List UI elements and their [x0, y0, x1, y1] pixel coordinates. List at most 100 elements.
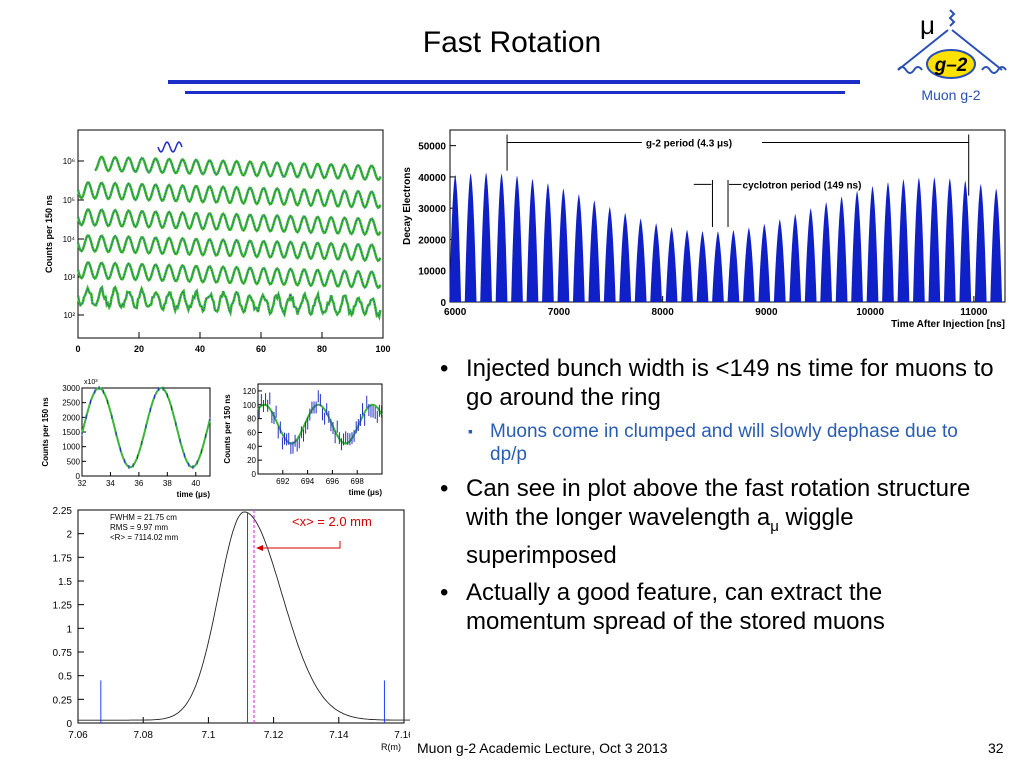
cyclotron-label: cyclotron period (149 ns)	[743, 180, 862, 191]
y-tick-label: 50000	[418, 142, 446, 153]
y-tick-label: 10⁶	[63, 157, 75, 166]
x-tick-label: 694	[301, 477, 315, 486]
x-tick-label: 100	[375, 344, 390, 354]
y-tick-label: 3000	[62, 384, 80, 393]
wiggle-stack-chart: 0 20 40 60 80 100 10² 10³ 10⁴ 10⁵ 10⁶ Counts per 15…	[40, 125, 395, 360]
x-tick-label: 11000	[960, 307, 988, 318]
x-tick-label: 38	[163, 479, 172, 488]
x-tick-label: 0	[75, 344, 80, 354]
y-tick-label: 10²	[63, 311, 75, 320]
y-tick-label: 1.25	[53, 601, 73, 612]
x-tick-label: 7.12	[264, 730, 284, 741]
x-tick-label: 6000	[444, 307, 467, 318]
y-tick-label: 2	[66, 530, 72, 541]
y-tick-label: 1500	[62, 428, 80, 437]
plot-frame	[82, 388, 210, 476]
logo-wave-left-icon	[898, 67, 922, 73]
x-tick-label: 20	[134, 344, 144, 354]
y-tick-label: 20	[247, 456, 256, 465]
x-tick-label: 60	[256, 344, 266, 354]
x-tick-label: 696	[326, 477, 340, 486]
title-underline-top	[168, 80, 860, 84]
x-tick-label: 7000	[548, 307, 571, 318]
y-tick-label: 20000	[418, 235, 446, 246]
y-axis-label: Counts per 150 ns	[41, 397, 50, 467]
x-axis-label: time (μs)	[177, 490, 211, 499]
wiggle-zoom-early-chart: 32 34 36 38 40050010001500200025003000x10³ti…	[40, 370, 218, 500]
y-tick-label: 1.5	[58, 577, 72, 588]
fast-rotation-chart: 6000 7000 8000 9000 10000 11000 0 10000 20000 300…	[398, 122, 1010, 335]
muon-g2-logo: μ g–2 Muon g-2	[890, 8, 1015, 108]
y-axis-label: Counts per 150 ns	[44, 195, 54, 273]
x-tick-label: 40	[195, 344, 205, 354]
x-tick-label: 7.16	[394, 730, 410, 741]
radial-distribution-chart: 7.06 7.08 7.1 7.12 7.14 7.16 0 0.25 0.5 0.75 1 1.25…	[40, 500, 410, 755]
y-tick-label: 0.5	[58, 672, 72, 683]
x-tick-label: 692	[276, 477, 290, 486]
x-axis-label: Time After Injection [ns]	[891, 319, 1005, 330]
x-tick-label: 7.08	[133, 730, 153, 741]
logo-badge-text: g–2	[934, 55, 968, 76]
y-tick-label: 80	[247, 415, 256, 424]
logo-wave-right-icon	[982, 67, 1006, 73]
stat-line: <R> = 7114.02 mm	[110, 533, 178, 542]
y-tick-label: 0.25	[53, 695, 73, 706]
y-tick-label: 120	[243, 387, 257, 396]
y-tick-label: 1.75	[53, 553, 73, 564]
page-number: 32	[988, 740, 1004, 756]
y-tick-label: 1000	[62, 443, 80, 452]
stat-line: RMS = 9.97 mm	[110, 523, 168, 532]
x-tick-label: 10000	[856, 307, 884, 318]
footer-text: Muon g-2 Academic Lecture, Oct 3 2013	[417, 740, 668, 756]
y-axis-label: Counts per 150 ns	[223, 394, 232, 464]
x-tick-label: 80	[317, 344, 327, 354]
y-tick-label: 10⁴	[63, 235, 76, 244]
bullet-2-text: Can see in plot above the fast rotation …	[466, 475, 970, 531]
x-tick-label: 34	[106, 479, 115, 488]
y-tick-label: 40000	[418, 173, 446, 184]
x-axis-label: R(m)	[381, 742, 401, 752]
x-tick-label: 8000	[652, 307, 675, 318]
y-tick-label: 1	[66, 624, 72, 635]
page-title: Fast Rotation	[0, 26, 1024, 60]
multiplier-label: x10³	[84, 379, 98, 386]
y-tick-label: 500	[67, 457, 81, 466]
stat-line: FWHM = 21.75 cm	[110, 513, 177, 522]
logo-label: Muon g-2	[921, 87, 980, 103]
sub-bullet-1: Muons come in clumped and will slowly de…	[440, 420, 1000, 466]
x-tick-label: 7.14	[329, 730, 349, 741]
x-tick-label: 40	[191, 479, 200, 488]
y-tick-label: 0.75	[53, 648, 73, 659]
logo-mu: μ	[920, 10, 935, 40]
x-axis-label: time (μs)	[349, 488, 383, 497]
y-tick-label: 0	[76, 472, 81, 481]
y-tick-label: 0	[252, 470, 257, 479]
x-tick-label: 9000	[755, 307, 778, 318]
y-tick-label: 2.25	[53, 506, 73, 517]
x-tick-label: 7.1	[201, 730, 215, 741]
y-tick-label: 30000	[418, 204, 446, 215]
bullet-2: Can see in plot above the fast rotation …	[440, 474, 1000, 570]
y-tick-label: 2500	[62, 399, 80, 408]
x-tick-label: 7.06	[68, 730, 88, 741]
y-tick-label: 2000	[62, 413, 80, 422]
mean-annotation: <x> = 2.0 mm	[292, 514, 372, 529]
y-tick-label: 40	[247, 442, 256, 451]
title-underline-bottom	[185, 91, 845, 94]
y-tick-label: 0	[66, 719, 72, 730]
y-tick-label: 60	[247, 428, 256, 437]
g2-period-label: g-2 period (4.3 μs)	[646, 139, 732, 150]
y-tick-label: 0	[440, 298, 446, 309]
y-axis-label: Decay Electrons	[402, 167, 413, 245]
x-tick-label: 36	[134, 479, 143, 488]
wiggle-zoom-late-chart: 692 694 696 698020406080100120time (μs)Coun…	[222, 378, 394, 500]
bullet-1: Injected bunch width is <149 ns time for…	[440, 354, 1000, 412]
bullet-3: Actually a good feature, can extract the…	[440, 578, 1000, 636]
y-tick-label: 10000	[418, 267, 446, 278]
logo-wave-icon	[950, 10, 954, 26]
y-tick-label: 10⁵	[63, 196, 75, 205]
bullet-2-subscript: μ	[770, 518, 779, 535]
bullet-list: Injected bunch width is <149 ns time for…	[440, 354, 1000, 644]
y-tick-label: 10³	[63, 273, 75, 282]
y-tick-label: 100	[243, 401, 257, 410]
